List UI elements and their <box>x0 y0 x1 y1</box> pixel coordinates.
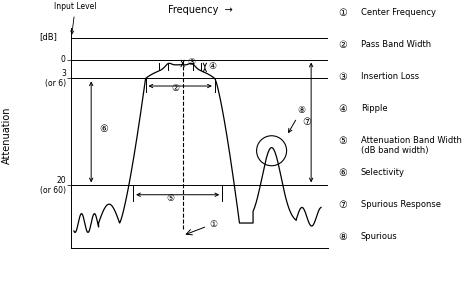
Text: Spurious: Spurious <box>361 232 397 241</box>
Text: Insertion Loss: Insertion Loss <box>361 72 419 81</box>
Text: Selectivity: Selectivity <box>361 168 405 177</box>
Text: [dB]: [dB] <box>39 32 57 41</box>
Text: ⑥: ⑥ <box>338 168 347 178</box>
Text: Frequency  →: Frequency → <box>168 5 232 15</box>
Text: ⑦: ⑦ <box>338 200 347 210</box>
Text: ⑧: ⑧ <box>338 232 347 241</box>
Text: ⑥: ⑥ <box>99 124 108 134</box>
Text: ②: ② <box>171 84 179 93</box>
Text: ②: ② <box>338 40 347 50</box>
Text: Ripple: Ripple <box>361 104 387 113</box>
Text: ⑤: ⑤ <box>338 136 347 146</box>
Text: Center Frequency: Center Frequency <box>361 8 436 17</box>
Text: ①: ① <box>338 8 347 18</box>
Text: ①: ① <box>210 220 218 229</box>
Text: Attenuation: Attenuation <box>2 107 12 164</box>
Text: ④: ④ <box>208 62 217 71</box>
Text: Attenuation Band Width
(dB band width): Attenuation Band Width (dB band width) <box>361 136 462 155</box>
Text: ③: ③ <box>338 72 347 82</box>
Text: Spurious Response: Spurious Response <box>361 200 441 209</box>
Text: ⑤: ⑤ <box>166 194 174 203</box>
Text: Pass Band Width: Pass Band Width <box>361 40 431 49</box>
Text: Input Level: Input Level <box>54 2 97 34</box>
Text: ⑧: ⑧ <box>288 106 305 133</box>
Text: ③: ③ <box>188 58 196 67</box>
Text: ⑦: ⑦ <box>302 118 310 127</box>
Text: ④: ④ <box>338 104 347 114</box>
